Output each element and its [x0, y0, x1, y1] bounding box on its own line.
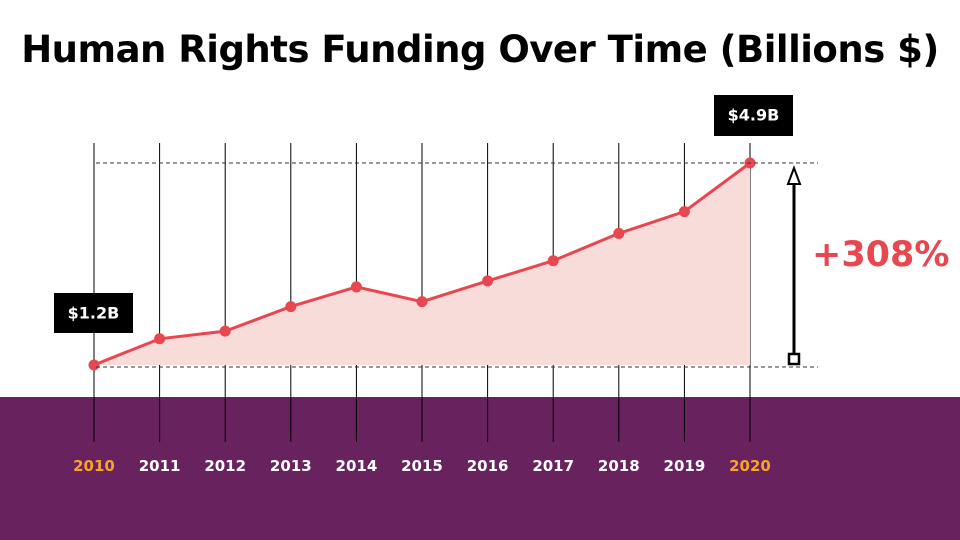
chart-title: Human Rights Funding Over Time (Billions… — [21, 28, 939, 71]
change-percent-label: +308% — [812, 235, 949, 275]
series-area — [94, 163, 750, 365]
end-callout-label: $4.9B — [728, 106, 780, 125]
data-point-2019 — [678, 206, 690, 218]
data-points — [88, 157, 756, 371]
end-callout-box — [714, 95, 793, 136]
change-arrow-base-icon — [787, 352, 801, 366]
x-tick-label-2018: 2018 — [598, 457, 640, 475]
x-tick-label-2010: 2010 — [73, 457, 115, 475]
data-point-2018 — [613, 227, 625, 239]
x-tick-label-2020: 2020 — [729, 457, 771, 475]
data-point-2012 — [219, 325, 231, 337]
end-callout: $4.9B — [714, 95, 793, 136]
x-tick-label-2011: 2011 — [139, 457, 181, 475]
x-tick-label-2019: 2019 — [664, 457, 706, 475]
data-point-2010 — [88, 359, 100, 371]
start-callout-label: $1.2B — [68, 304, 120, 323]
x-tick-label-2014: 2014 — [336, 457, 378, 475]
start-callout: $1.2B — [54, 293, 133, 333]
data-point-2015 — [416, 296, 428, 308]
x-axis-tick-labels: 2010 2011 2012 2013 2014 2015 2016 2017 2018 2019… — [73, 457, 771, 475]
x-tick-label-2016: 2016 — [467, 457, 509, 475]
data-point-2011 — [154, 333, 166, 345]
x-tick-label-2017: 2017 — [532, 457, 574, 475]
data-point-2013 — [285, 301, 297, 313]
start-callout-box — [54, 293, 133, 333]
data-point-2014 — [350, 281, 362, 293]
change-arrow-head-icon — [786, 165, 802, 185]
change-arrow — [786, 165, 802, 366]
x-tick-label-2012: 2012 — [204, 457, 246, 475]
data-point-2016 — [482, 275, 494, 287]
x-tick-label-2013: 2013 — [270, 457, 312, 475]
x-tick-label-2015: 2015 — [401, 457, 443, 475]
data-point-2017 — [547, 255, 559, 267]
